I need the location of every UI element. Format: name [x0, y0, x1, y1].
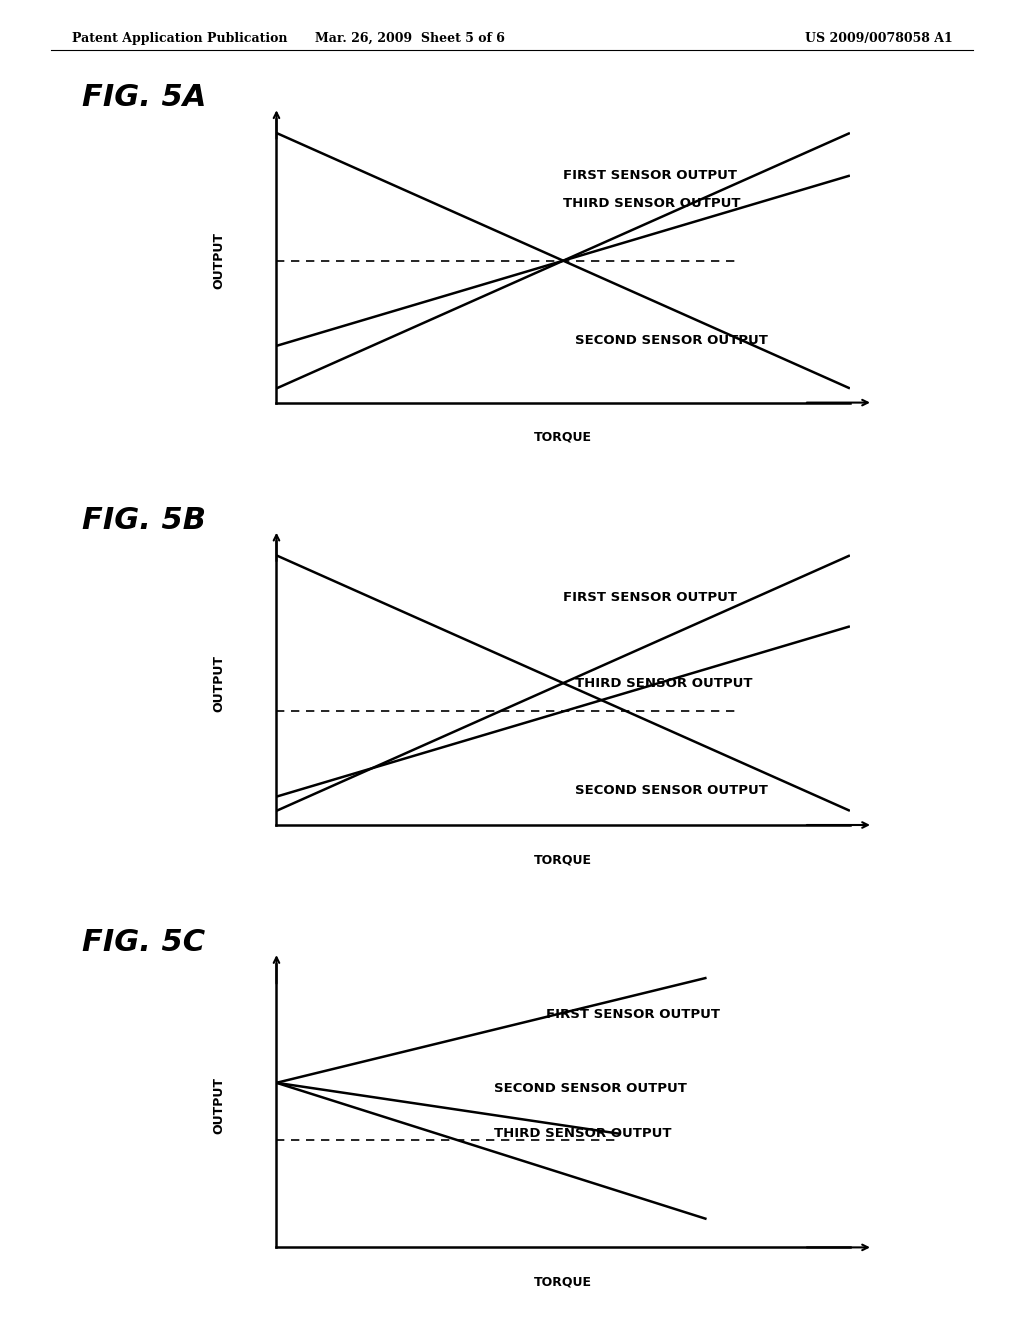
Text: FIG. 5A: FIG. 5A	[82, 83, 206, 112]
Text: FIRST SENSOR OUTPUT: FIRST SENSOR OUTPUT	[546, 1008, 720, 1022]
Text: TORQUE: TORQUE	[535, 854, 592, 866]
Text: US 2009/0078058 A1: US 2009/0078058 A1	[805, 32, 952, 45]
Text: SECOND SENSOR OUTPUT: SECOND SENSOR OUTPUT	[574, 334, 768, 347]
Text: TORQUE: TORQUE	[535, 430, 592, 444]
Text: FIRST SENSOR OUTPUT: FIRST SENSOR OUTPUT	[563, 169, 737, 182]
Text: THIRD SENSOR OUTPUT: THIRD SENSOR OUTPUT	[495, 1127, 672, 1140]
Text: OUTPUT: OUTPUT	[213, 655, 225, 711]
Text: Patent Application Publication: Patent Application Publication	[72, 32, 287, 45]
Text: SECOND SENSOR OUTPUT: SECOND SENSOR OUTPUT	[574, 784, 768, 797]
Text: FIG. 5C: FIG. 5C	[82, 928, 205, 957]
Text: Mar. 26, 2009  Sheet 5 of 6: Mar. 26, 2009 Sheet 5 of 6	[314, 32, 505, 45]
Text: OUTPUT: OUTPUT	[213, 1077, 225, 1134]
Text: FIG. 5B: FIG. 5B	[82, 506, 206, 535]
Text: SECOND SENSOR OUTPUT: SECOND SENSOR OUTPUT	[495, 1082, 687, 1096]
Text: OUTPUT: OUTPUT	[213, 232, 225, 289]
Text: FIRST SENSOR OUTPUT: FIRST SENSOR OUTPUT	[563, 591, 737, 605]
Text: THIRD SENSOR OUTPUT: THIRD SENSOR OUTPUT	[574, 677, 753, 689]
Text: THIRD SENSOR OUTPUT: THIRD SENSOR OUTPUT	[563, 198, 740, 210]
Text: TORQUE: TORQUE	[535, 1275, 592, 1288]
